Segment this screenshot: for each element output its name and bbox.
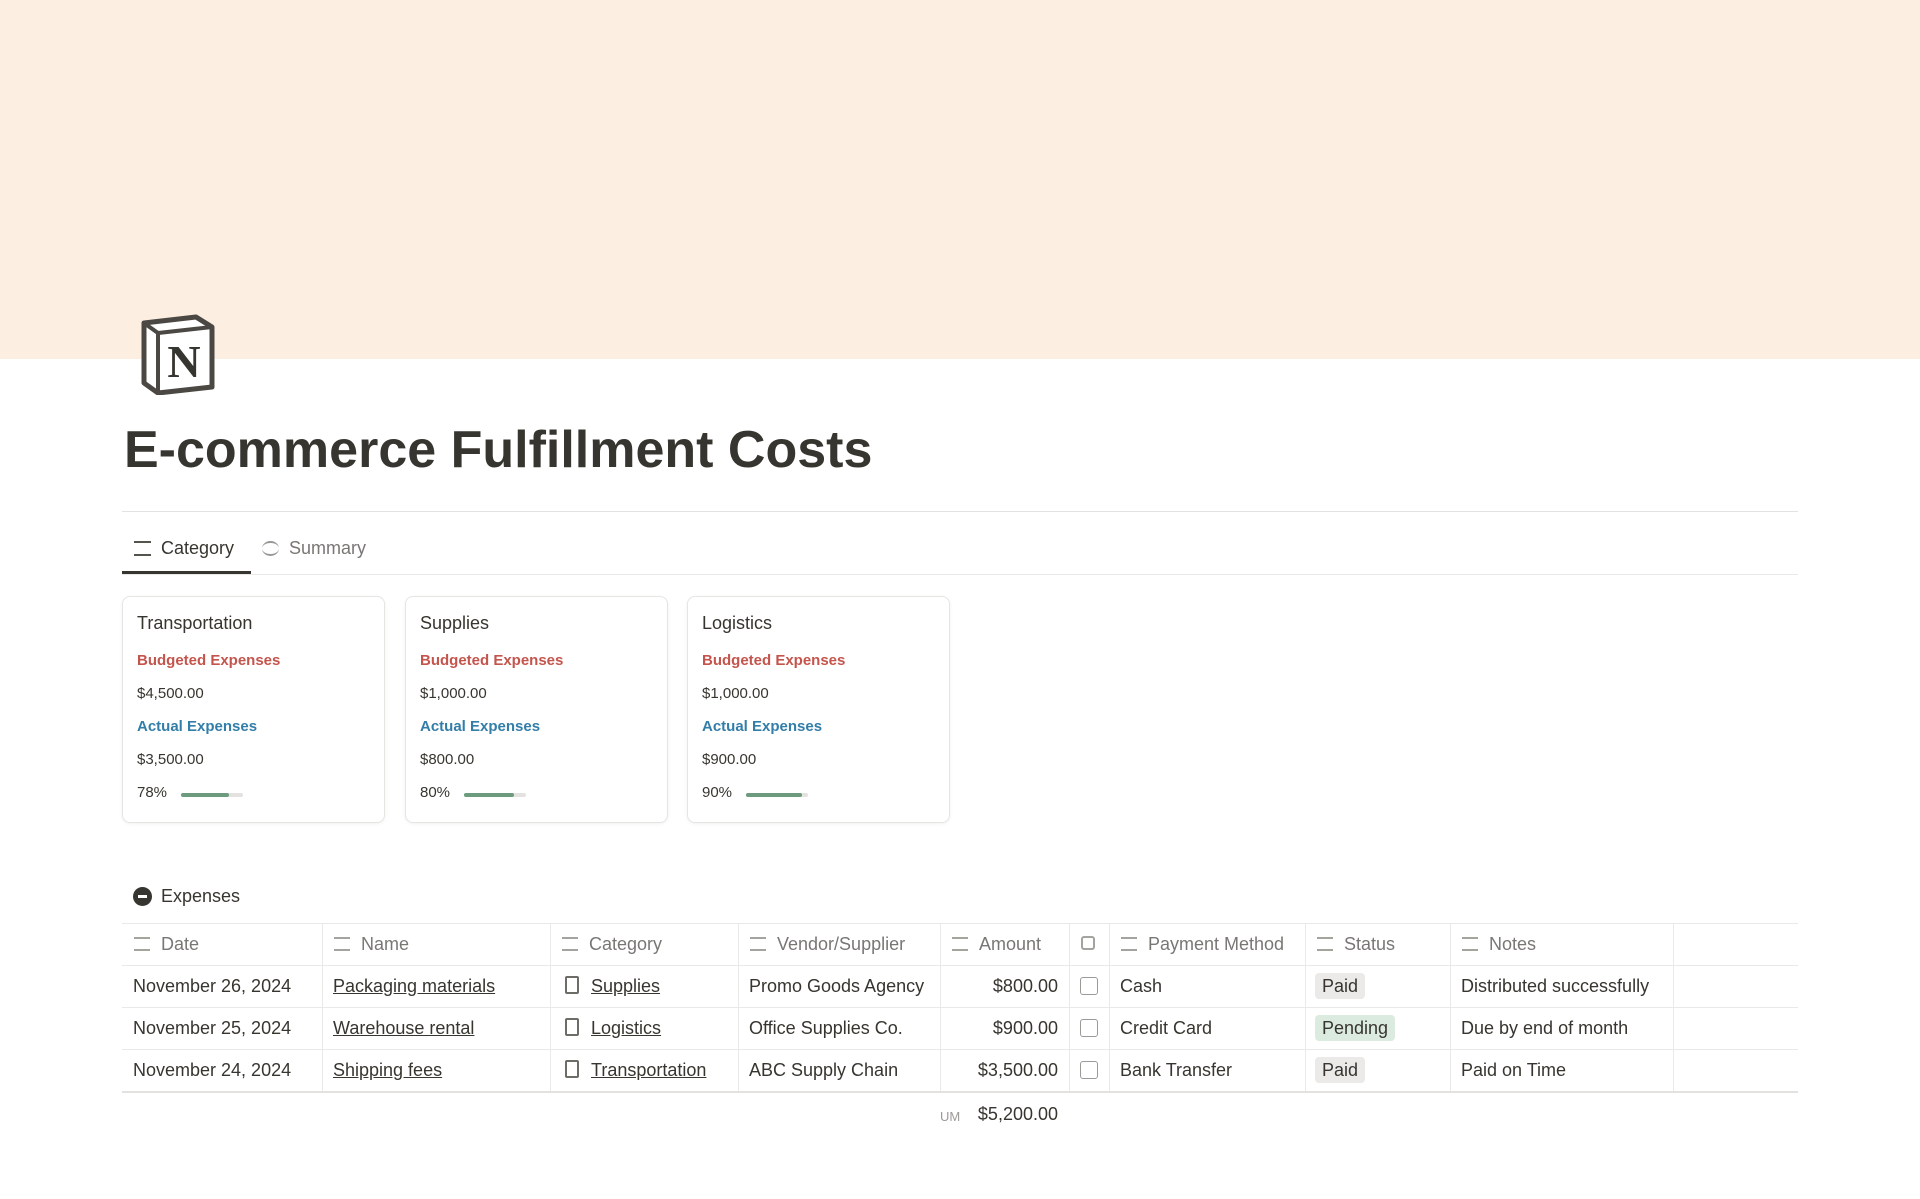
card[interactable]: Logistics Budgeted Expenses $1,000.00 Actua… bbox=[687, 596, 950, 823]
tab-icon bbox=[262, 541, 279, 556]
status-tag[interactable]: Paid bbox=[1315, 1057, 1366, 1083]
budget-label: Budgeted Expenses bbox=[137, 652, 281, 669]
divider bbox=[122, 511, 1798, 512]
row-divider bbox=[122, 965, 1798, 966]
page-icon: N bbox=[141, 314, 215, 395]
column-header[interactable]: Notes bbox=[1489, 934, 1537, 954]
sum-label: UM bbox=[940, 1109, 961, 1124]
checkbox[interactable] bbox=[1080, 1061, 1098, 1079]
card-title: Logistics bbox=[702, 613, 773, 633]
checkbox[interactable] bbox=[1080, 977, 1098, 995]
column-icon bbox=[562, 937, 578, 951]
table-title: Expenses bbox=[161, 886, 241, 906]
table-cell: Due by end of month bbox=[1461, 1018, 1629, 1038]
checkbox-header-icon bbox=[1081, 936, 1095, 950]
actual-label: Actual Expenses bbox=[420, 718, 541, 735]
actual-label: Actual Expenses bbox=[137, 718, 258, 735]
actual-value: $800.00 bbox=[420, 751, 475, 768]
table-cell[interactable]: Shipping fees bbox=[333, 1060, 443, 1080]
table-cell: $3,500.00 bbox=[977, 1060, 1058, 1080]
tab-icon bbox=[134, 541, 151, 556]
column-header[interactable]: Amount bbox=[979, 934, 1042, 954]
column-icon bbox=[334, 937, 350, 951]
page-icon-small bbox=[565, 1018, 579, 1036]
card-title: Supplies bbox=[420, 613, 490, 633]
card[interactable]: Supplies Budgeted Expenses $1,000.00 Actual… bbox=[405, 596, 668, 823]
table-cell: Bank Transfer bbox=[1120, 1060, 1233, 1080]
table-cell: Cash bbox=[1120, 976, 1163, 996]
row-divider bbox=[122, 1007, 1798, 1008]
status-tag[interactable]: Pending bbox=[1315, 1015, 1396, 1041]
progress-label: 78% bbox=[137, 784, 168, 801]
table-cell[interactable]: Logistics bbox=[591, 1018, 662, 1038]
column-header[interactable]: Date bbox=[161, 934, 200, 954]
checkbox[interactable] bbox=[1080, 1019, 1098, 1037]
table-cell: Distributed successfully bbox=[1461, 976, 1650, 996]
budget-value: $1,000.00 bbox=[420, 685, 487, 702]
table-cell[interactable]: Packaging materials bbox=[333, 976, 496, 996]
column-header[interactable]: Category bbox=[589, 934, 663, 954]
table-cell[interactable]: Transportation bbox=[591, 1060, 707, 1080]
page-icon-small bbox=[565, 1060, 579, 1078]
column-icon bbox=[134, 937, 150, 951]
table-cell: Promo Goods Agency bbox=[749, 976, 925, 996]
tab[interactable]: Category bbox=[161, 538, 235, 558]
column-header[interactable]: Status bbox=[1344, 934, 1396, 954]
column-header[interactable]: Name bbox=[361, 934, 410, 954]
table-cell: November 24, 2024 bbox=[133, 1060, 292, 1080]
card-title: Transportation bbox=[137, 613, 253, 633]
budget-label: Budgeted Expenses bbox=[702, 652, 846, 669]
column-icon bbox=[1317, 937, 1333, 951]
table-cell: Credit Card bbox=[1120, 1018, 1213, 1038]
table-cell[interactable]: Warehouse rental bbox=[333, 1018, 475, 1038]
actual-label: Actual Expenses bbox=[702, 718, 823, 735]
table-bottom bbox=[122, 1091, 1798, 1093]
budget-value: $4,500.00 bbox=[137, 685, 204, 702]
table-cell: $900.00 bbox=[992, 1018, 1058, 1038]
table-cell: $800.00 bbox=[992, 976, 1058, 996]
page-icon-small bbox=[565, 976, 579, 994]
table-cell: Office Supplies Co. bbox=[749, 1018, 903, 1038]
tab[interactable]: Summary bbox=[289, 538, 367, 558]
column-icon bbox=[750, 937, 766, 951]
row-divider bbox=[122, 1049, 1798, 1050]
column-header[interactable]: Vendor/Supplier bbox=[777, 934, 906, 954]
column-icon bbox=[1121, 937, 1137, 951]
progress-bar bbox=[746, 793, 802, 797]
page-title: E-commerce Fulfillment Costs bbox=[124, 421, 873, 479]
svg-text:N: N bbox=[167, 336, 200, 387]
row-divider bbox=[122, 923, 1798, 924]
column-header[interactable]: Payment Method bbox=[1148, 934, 1285, 954]
progress-bar bbox=[464, 793, 514, 797]
table-cell[interactable]: Supplies bbox=[591, 976, 661, 996]
sum-value: $5,200.00 bbox=[977, 1104, 1058, 1124]
progress-bar bbox=[181, 793, 230, 797]
budget-value: $1,000.00 bbox=[702, 685, 769, 702]
column-icon bbox=[1462, 937, 1478, 951]
actual-value: $900.00 bbox=[702, 751, 757, 768]
section-icon bbox=[133, 887, 152, 906]
table-cell: ABC Supply Chain bbox=[749, 1060, 899, 1080]
column-icon bbox=[952, 937, 968, 951]
status-tag[interactable]: Paid bbox=[1315, 973, 1366, 999]
budget-label: Budgeted Expenses bbox=[420, 652, 564, 669]
cover bbox=[0, 0, 1920, 359]
divider bbox=[122, 574, 1798, 575]
table-cell: Paid on Time bbox=[1461, 1060, 1567, 1080]
table-cell: November 25, 2024 bbox=[133, 1018, 292, 1038]
progress-label: 80% bbox=[420, 784, 451, 801]
tab-underline bbox=[122, 571, 251, 574]
actual-value: $3,500.00 bbox=[137, 751, 204, 768]
card[interactable]: Transportation Budgeted Expenses $4,500.00… bbox=[122, 596, 385, 823]
progress-label: 90% bbox=[702, 784, 733, 801]
table-cell: November 26, 2024 bbox=[133, 976, 292, 996]
